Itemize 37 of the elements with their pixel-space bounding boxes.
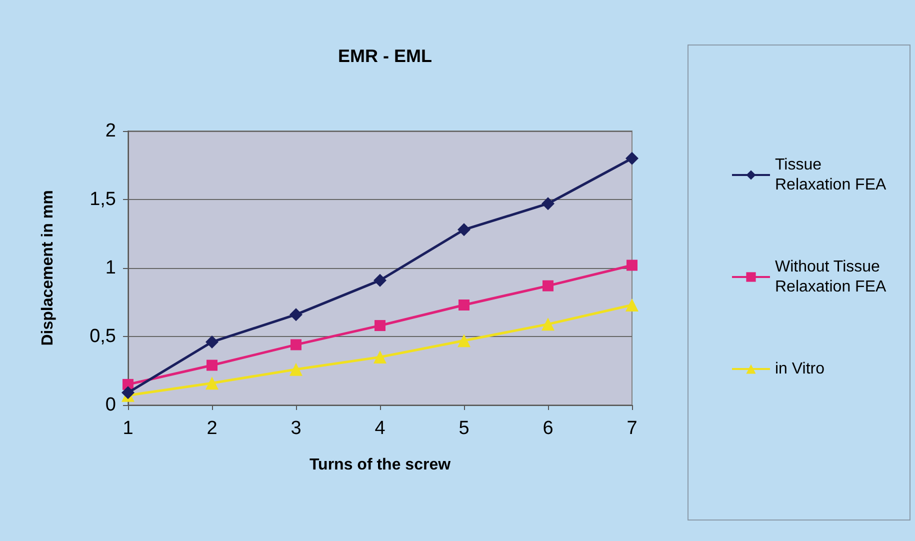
point: [542, 318, 554, 331]
y-tick-label: 0: [105, 394, 116, 416]
chart-title: EMR - EML: [338, 46, 432, 66]
x-tick-label: 7: [626, 418, 638, 439]
point: [626, 260, 638, 271]
point: [122, 386, 134, 400]
y-tick-label: 1,5: [90, 189, 116, 210]
point: [374, 274, 386, 287]
point: [458, 334, 470, 348]
point: [626, 298, 638, 312]
x-tick-label: 2: [206, 418, 218, 439]
point: [542, 280, 554, 292]
point: [290, 308, 302, 322]
legend-label: Without Tissue Relaxation FEA: [775, 258, 886, 296]
y-axis-title: Displacement in mm: [40, 190, 56, 346]
x-tick-label: 3: [290, 418, 302, 439]
point: [458, 299, 470, 310]
x-tick-label: 1: [122, 418, 134, 439]
y-tick-label: 2: [105, 120, 116, 142]
point: [374, 320, 386, 332]
y-tick-label: 0,5: [90, 326, 116, 347]
point: [458, 223, 470, 236]
point: [542, 197, 554, 210]
x-tick-label: 6: [542, 418, 554, 439]
y-tick-label: 1: [105, 258, 116, 278]
point: [626, 152, 638, 165]
point: [374, 350, 386, 364]
point: [206, 376, 218, 390]
point: [290, 339, 302, 350]
x-tick-label: 5: [458, 418, 470, 439]
x-tick-label: 4: [374, 418, 386, 439]
legend-label: Tissue Relaxation FEA: [775, 156, 886, 194]
x-axis-title: Turns of the screw: [309, 456, 452, 474]
legend-label: in Vitro: [775, 360, 825, 378]
point: [206, 360, 218, 371]
point: [290, 362, 302, 376]
point: [206, 335, 218, 348]
